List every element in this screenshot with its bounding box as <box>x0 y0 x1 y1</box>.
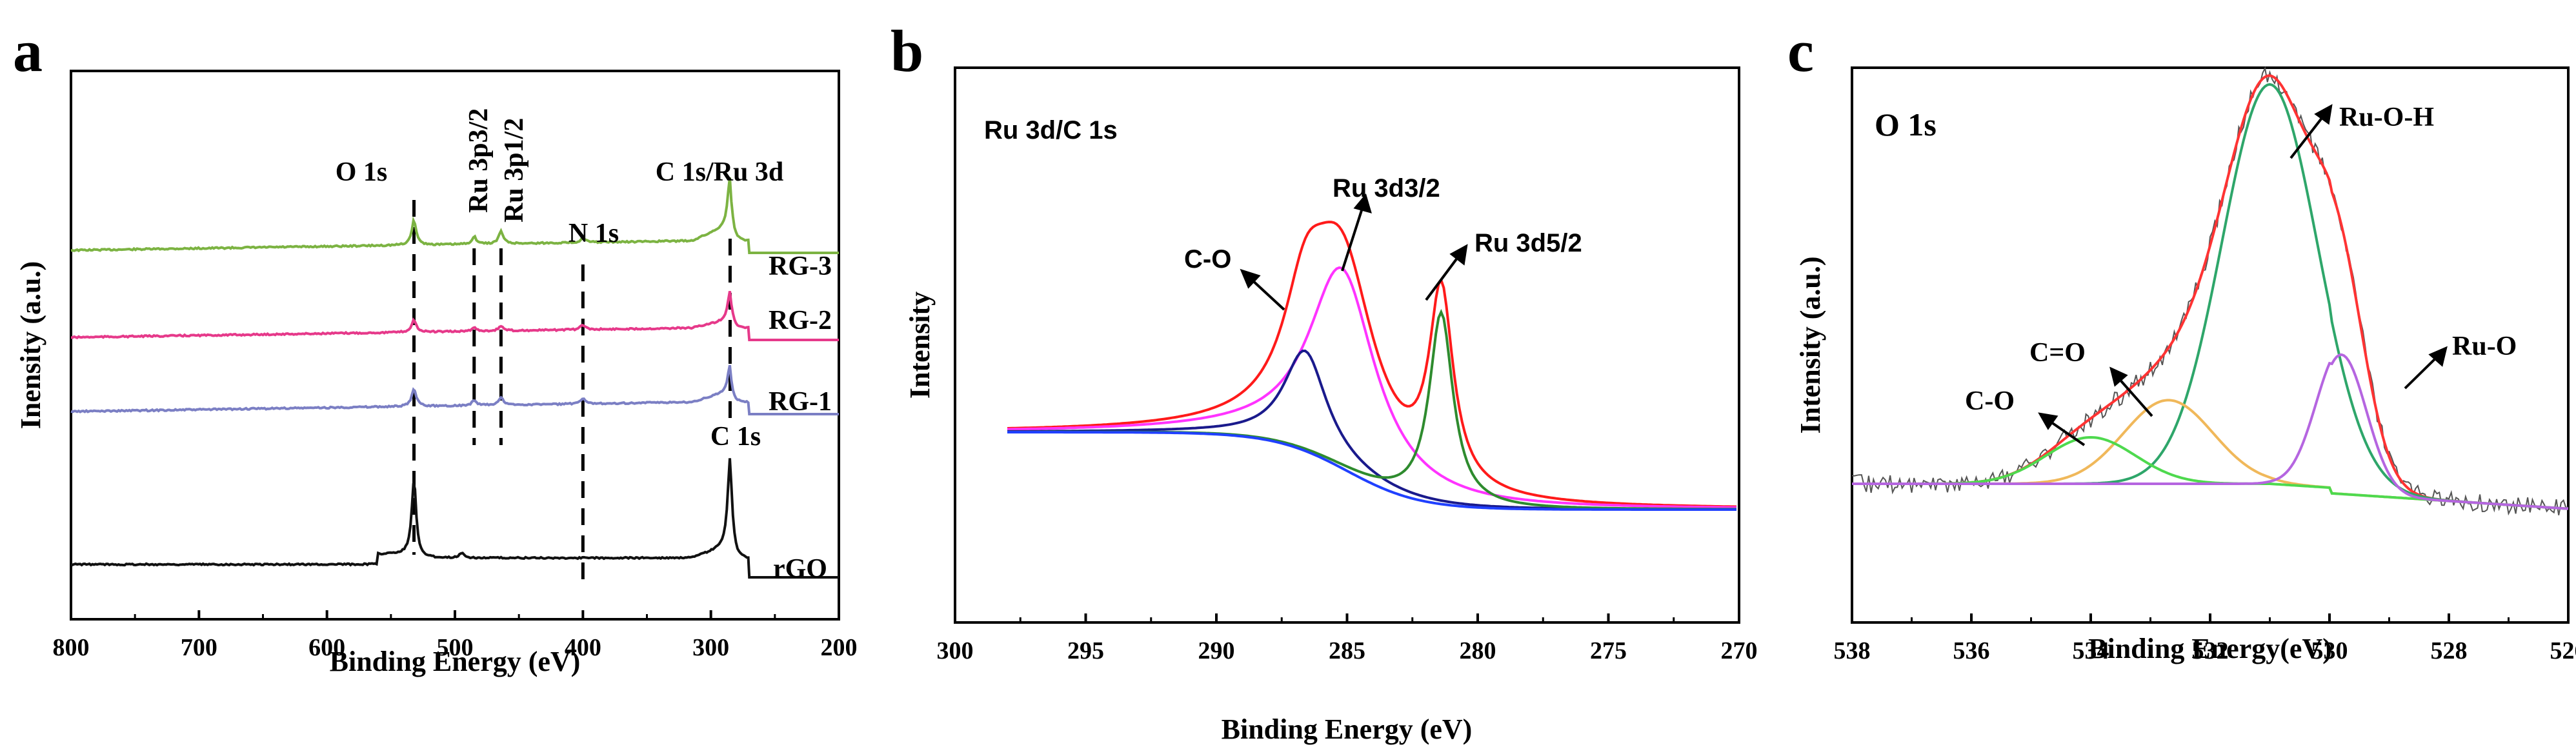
panel-c-ylabel: Intensity (a.u.) <box>1795 256 1826 433</box>
panel-b-series-Background <box>1007 431 1736 511</box>
panel-a-label: a <box>13 18 43 84</box>
panel-a-tick-label-800: 800 <box>53 634 90 661</box>
panel-c-arrows <box>2038 104 2448 446</box>
legend-rg3: RG-3 <box>769 252 832 281</box>
panel-a-tick-label-400: 400 <box>565 634 601 661</box>
panel-b-series <box>1007 221 1737 511</box>
arrow-ru3d32 <box>1341 206 1364 272</box>
annotation-o1s: O 1s <box>336 157 388 187</box>
annotation-c1s: C 1s <box>710 422 761 452</box>
legend-rgo: rGO <box>773 554 827 584</box>
arrow-ru3d52 <box>1425 254 1461 301</box>
panel-c-tick-label-536: 536 <box>1953 637 1990 664</box>
legend-rg2: RG-2 <box>769 306 832 335</box>
panel-b-tick-label-295: 295 <box>1067 637 1104 664</box>
panel-c-tick-label-530: 530 <box>2311 637 2348 664</box>
arrow-co-c <box>2048 419 2086 446</box>
panel-a-tick-label-300: 300 <box>692 634 729 661</box>
panel-b-frame <box>954 66 1740 624</box>
panel-c-xlabel: Binding Energy(eV) <box>2088 633 2332 664</box>
panel-a-tick-label-600: 600 <box>308 634 345 661</box>
panel-c-tick-label-528: 528 <box>2431 637 2468 664</box>
panel-c-tick-label-532: 532 <box>2192 637 2229 664</box>
panel-b-series-C-O <box>1007 350 1736 511</box>
panel-a-tick-label-200: 200 <box>821 634 858 661</box>
panel-a-series-RG-2 <box>70 291 839 341</box>
panel-b-tick-label-270: 270 <box>1721 637 1758 664</box>
panel-b-arrows <box>1240 193 1468 311</box>
panel-c-title: O 1s <box>1875 106 1937 143</box>
panel-b-label: b <box>891 18 923 84</box>
panel-a-series-RG-3 <box>70 177 839 254</box>
panel-b: b Intensity Binding Energy (eV) Ru 3d/C … <box>891 18 1758 745</box>
panel-c-tick-label-526: 526 <box>2550 637 2576 664</box>
arrow-cdo <box>2117 376 2153 417</box>
arrowhead-ruo <box>2428 346 2448 367</box>
panel-c-series-C=O <box>1852 399 2569 510</box>
panel-b-ylabel: Intensity <box>904 292 936 399</box>
panel-c-series-Ru-O-H <box>1852 83 2569 510</box>
panel-b-tick-label-300: 300 <box>937 637 974 664</box>
annotation-cdo: C=O <box>2029 338 2086 368</box>
panel-a-tick-label-500: 500 <box>437 634 474 661</box>
arrowhead-co-b <box>1240 268 1261 289</box>
panel-b-tick-label-290: 290 <box>1198 637 1235 664</box>
panel-b-series-Envelope <box>1007 221 1737 508</box>
annotation-ru3p32: Ru 3p3/2 <box>464 108 494 213</box>
panel-c-series-C-O <box>1852 435 2569 510</box>
panel-b-tick-label-280: 280 <box>1460 637 1496 664</box>
panel-a-ylabel: Inensity (a.u.) <box>15 261 46 429</box>
panel-a: a Inensity (a.u.) Binding Energy (eV) 80… <box>13 18 858 677</box>
panel-b-ticks: 300 295 290 285 280 275 270 <box>937 613 1758 664</box>
arrowhead-ru3d32 <box>1353 193 1372 214</box>
panel-c-series <box>1851 66 2569 516</box>
arrowhead-cdo <box>2109 366 2128 387</box>
panel-c-series-Ru-O <box>1852 353 2569 510</box>
panel-b-tick-label-275: 275 <box>1590 637 1627 664</box>
panel-c-label: c <box>1787 18 1814 84</box>
panel-a-series-RG-1 <box>70 364 839 415</box>
panel-c-series-Envelope <box>1942 74 2461 503</box>
panel-b-title: Ru 3d/C 1s <box>984 116 1118 144</box>
annotation-ruo: Ru-O <box>2452 332 2517 361</box>
annotation-ru3d52: Ru 3d5/2 <box>1474 229 1582 257</box>
annotation-ruoh: Ru-O-H <box>2339 103 2434 132</box>
annotation-co-b: C-O <box>1184 245 1231 274</box>
panel-a-series <box>70 177 839 579</box>
panel-a-peak-markers <box>412 200 732 581</box>
annotation-ru3d32: Ru 3d3/2 <box>1333 174 1440 203</box>
panel-a-tick-label-700: 700 <box>181 634 217 661</box>
annotation-ru3p12: Ru 3p1/2 <box>499 118 529 223</box>
arrowhead-ruoh <box>2314 104 2333 125</box>
arrow-ruo <box>2404 355 2439 390</box>
panel-c: c Intensity (a.u.) Binding Energy(eV) O … <box>1787 18 2576 664</box>
panel-c-ticks: 538 536 534 532 530 528 526 <box>1834 613 2576 664</box>
arrowhead-ru3d52 <box>1449 244 1468 266</box>
arrow-co-b <box>1249 277 1285 311</box>
panel-b-series-Ru 3d3/2 <box>1007 266 1737 509</box>
panel-c-tick-label-538: 538 <box>1834 637 1871 664</box>
arrowhead-co-c <box>2038 412 2058 430</box>
panel-c-series-Raw <box>1851 66 2569 516</box>
panel-a-series-rGO <box>70 458 839 579</box>
annotation-co-c: C-O <box>1965 386 2015 416</box>
annotation-c1s-ru3d: C 1s/Ru 3d <box>656 157 783 187</box>
panel-b-series-Ru 3d5/2 <box>1007 308 1736 511</box>
panel-b-tick-label-285: 285 <box>1329 637 1365 664</box>
legend-rg1: RG-1 <box>769 387 832 417</box>
arrow-ruoh <box>2289 114 2326 159</box>
panel-b-xlabel: Binding Energy (eV) <box>1222 713 1473 745</box>
panel-a-ticks: 800 700 600 500 400 300 200 <box>53 610 858 661</box>
annotation-n1s: N 1s <box>569 219 619 248</box>
panel-c-tick-label-534: 534 <box>2073 637 2109 664</box>
panel-a-xlabel: Binding Energy (eV) <box>330 646 581 677</box>
